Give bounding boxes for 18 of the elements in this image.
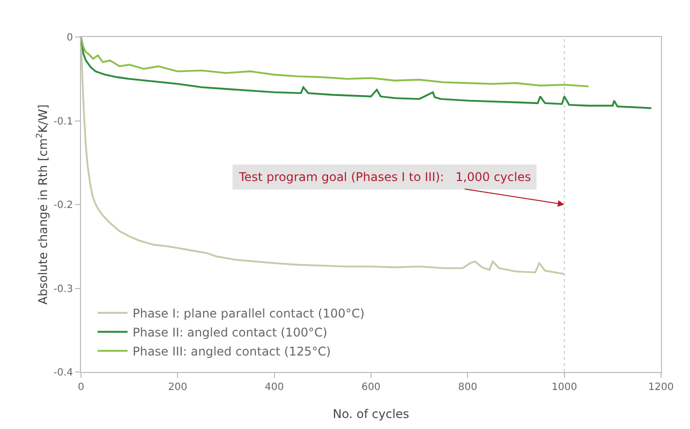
legend-label: Phase III: angled contact (125°C) xyxy=(132,344,331,358)
y-tick-label: 0 xyxy=(66,32,73,44)
x-tick-label: 1200 xyxy=(648,382,674,393)
y-tick-label: -0.3 xyxy=(53,284,73,295)
x-tick-label: 600 xyxy=(361,382,381,393)
annotation: Test program goal (Phases I to III): 1,000 cycles xyxy=(238,170,531,184)
line-series xyxy=(81,37,590,88)
x-tick-label: 800 xyxy=(458,382,478,393)
y-tick-label: -0.4 xyxy=(53,368,73,378)
x-axis-title: No. of cycles xyxy=(332,407,410,421)
x-tick-label: 1000 xyxy=(552,382,578,393)
x-tick-label: 200 xyxy=(168,382,188,393)
x-tick-label: 400 xyxy=(264,382,284,393)
y-tick-label: -0.1 xyxy=(53,116,73,128)
x-tick-label: 0 xyxy=(78,382,84,393)
legend-label: Phase II: angled contact (100°C) xyxy=(132,325,328,340)
legend-label: Phase I: plane parallel contact (100°C) xyxy=(132,306,365,320)
y-tick-label: -0.2 xyxy=(53,200,73,211)
